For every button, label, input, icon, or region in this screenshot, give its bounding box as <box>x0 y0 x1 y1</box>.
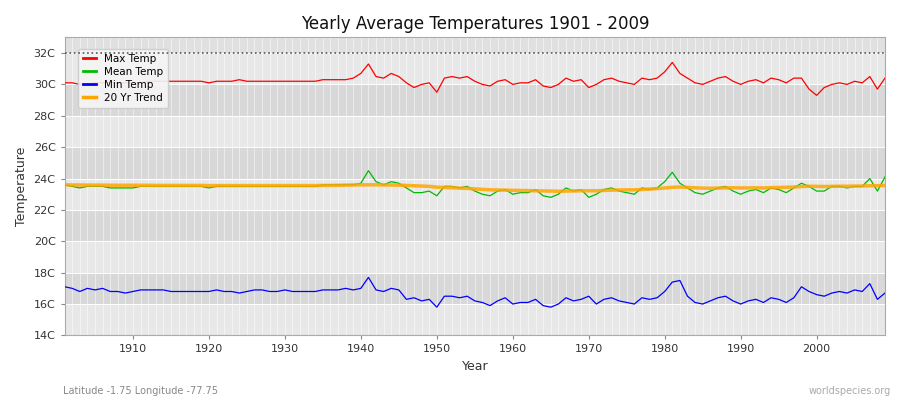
Bar <box>65 273 885 304</box>
Bar <box>65 147 885 178</box>
Bar <box>65 304 885 336</box>
Bar <box>65 178 885 210</box>
X-axis label: Year: Year <box>462 360 488 373</box>
Text: Latitude -1.75 Longitude -77.75: Latitude -1.75 Longitude -77.75 <box>63 386 218 396</box>
Text: worldspecies.org: worldspecies.org <box>809 386 891 396</box>
Y-axis label: Temperature: Temperature <box>15 147 28 226</box>
Bar <box>65 241 885 273</box>
Bar <box>65 84 885 116</box>
Bar <box>65 116 885 147</box>
Bar <box>65 53 885 84</box>
Legend: Max Temp, Mean Temp, Min Temp, 20 Yr Trend: Max Temp, Mean Temp, Min Temp, 20 Yr Tre… <box>78 48 168 108</box>
Bar <box>65 210 885 241</box>
Title: Yearly Average Temperatures 1901 - 2009: Yearly Average Temperatures 1901 - 2009 <box>301 15 649 33</box>
